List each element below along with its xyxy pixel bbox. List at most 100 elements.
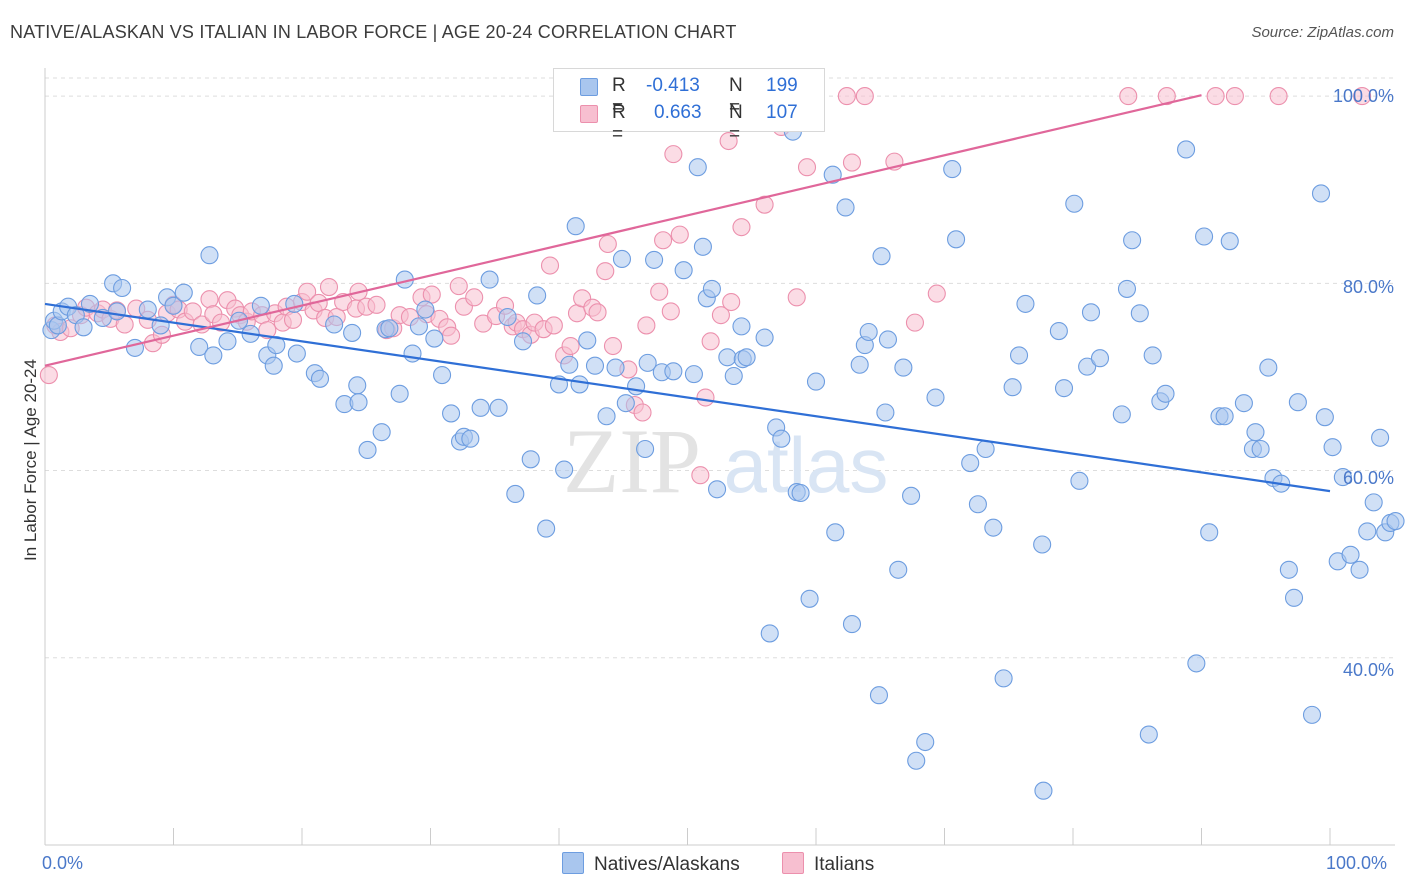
italians-swatch: [580, 105, 598, 123]
natives-point: [693, 237, 712, 256]
natives-point: [74, 318, 93, 337]
natives-point: [310, 369, 330, 388]
italians-point: [927, 284, 946, 303]
natives-point: [916, 732, 935, 752]
italians-point: [719, 131, 738, 151]
natives-point: [612, 249, 632, 269]
natives-point: [1130, 304, 1149, 323]
natives-point: [325, 315, 344, 334]
natives-point: [461, 429, 480, 448]
natives-point: [1341, 545, 1360, 564]
italians-point: [1206, 87, 1225, 106]
italians-legend-swatch: [782, 852, 804, 874]
natives-point: [1016, 294, 1035, 313]
natives-point: [390, 384, 409, 403]
natives-point: [1003, 378, 1022, 397]
natives-point: [174, 283, 193, 302]
italians-point: [787, 288, 806, 307]
italians-point: [670, 225, 689, 244]
italians-point: [905, 313, 924, 332]
natives-point: [1215, 407, 1234, 426]
italians-point: [1269, 87, 1288, 106]
italians-point: [442, 326, 461, 345]
italians-point: [1157, 87, 1176, 106]
natives-point: [425, 329, 444, 348]
natives-point: [800, 589, 819, 608]
natives-point: [566, 217, 585, 236]
italians-point: [283, 310, 303, 329]
natives-point: [1034, 781, 1053, 800]
natives-point: [836, 198, 855, 217]
natives-point: [889, 560, 908, 579]
natives-point: [1123, 231, 1142, 250]
italians-point: [855, 87, 874, 106]
italians-point: [588, 303, 607, 322]
natives-point: [869, 686, 889, 705]
natives-point: [204, 346, 223, 365]
natives-point: [943, 160, 962, 179]
natives-point: [287, 344, 306, 363]
natives-point: [894, 358, 913, 377]
italians-point: [598, 234, 617, 254]
natives-point: [442, 404, 461, 423]
natives-point: [125, 338, 144, 357]
natives-point: [264, 356, 283, 375]
natives-point: [1009, 346, 1029, 365]
natives-point: [138, 300, 157, 319]
natives-point: [1259, 358, 1278, 377]
italians-point: [664, 145, 683, 164]
italians-point: [540, 256, 560, 275]
italians-point: [842, 153, 862, 172]
natives-point: [1033, 535, 1052, 554]
grid-lines: [45, 77, 1395, 659]
natives-point: [791, 483, 810, 503]
natives-point: [537, 519, 556, 538]
italians-point: [422, 285, 441, 304]
natives-legend-swatch: [562, 852, 584, 874]
italians-point: [603, 336, 623, 356]
r-label: R =: [612, 102, 626, 145]
natives-point: [961, 454, 980, 473]
italians-point: [633, 403, 652, 422]
natives-point: [1195, 227, 1214, 246]
natives-point: [645, 250, 664, 269]
natives-trend-line: [44, 302, 1331, 493]
italians-point: [691, 466, 710, 485]
italians-r-value: 0.663: [654, 102, 702, 123]
italians-point: [661, 302, 680, 321]
natives-point: [416, 300, 435, 319]
y-tick-label: 80.0%: [1342, 277, 1394, 297]
y-tick-label: 60.0%: [1342, 468, 1394, 488]
natives-point: [372, 423, 391, 442]
natives-point: [489, 398, 508, 417]
natives-point: [1251, 439, 1270, 459]
natives-point: [872, 247, 891, 266]
natives-point: [684, 365, 703, 384]
natives-series: [42, 107, 1405, 800]
natives-point: [926, 388, 945, 407]
natives-point: [251, 296, 270, 315]
legend-item-italians: Italians: [782, 852, 874, 876]
natives-point: [348, 376, 367, 395]
italians-point: [701, 332, 720, 351]
natives-point: [1315, 408, 1334, 427]
natives-point: [506, 484, 525, 503]
r-label: R =: [612, 75, 626, 118]
natives-point: [1070, 471, 1089, 490]
natives-point: [555, 460, 574, 479]
italians-point: [650, 282, 669, 301]
natives-point: [732, 317, 751, 336]
italians-point: [544, 316, 563, 335]
natives-point: [859, 322, 878, 342]
natives-point: [1279, 560, 1298, 579]
n-label: N =: [729, 75, 743, 118]
natives-point: [1156, 384, 1175, 403]
natives-point: [1187, 654, 1206, 673]
italians-point: [637, 316, 656, 335]
italians-point: [837, 87, 856, 106]
natives-point: [876, 403, 895, 422]
natives-point: [1386, 512, 1405, 531]
natives-point: [1302, 705, 1322, 724]
natives-point: [164, 296, 183, 315]
italians-point: [465, 288, 484, 307]
